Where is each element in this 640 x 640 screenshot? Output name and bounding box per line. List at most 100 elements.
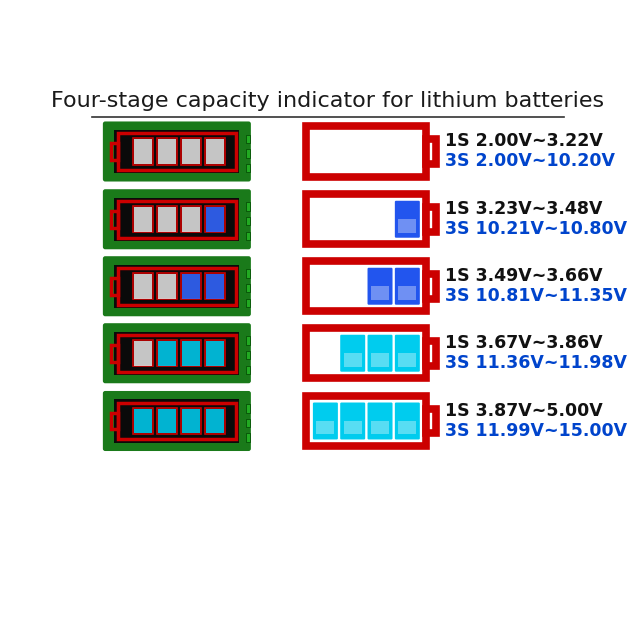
FancyBboxPatch shape bbox=[103, 391, 251, 451]
FancyBboxPatch shape bbox=[367, 403, 392, 440]
Bar bbox=[118, 268, 236, 305]
Bar bbox=[182, 274, 200, 298]
Bar bbox=[157, 138, 177, 164]
Bar bbox=[181, 206, 201, 232]
Bar bbox=[426, 207, 436, 232]
Bar bbox=[398, 286, 417, 300]
Bar bbox=[181, 273, 201, 300]
Bar bbox=[133, 138, 153, 164]
FancyBboxPatch shape bbox=[103, 122, 251, 182]
Bar bbox=[111, 278, 118, 294]
Bar bbox=[307, 396, 426, 446]
Bar bbox=[246, 298, 250, 307]
Bar bbox=[133, 408, 153, 434]
Text: 1S 3.87V~5.00V: 1S 3.87V~5.00V bbox=[445, 402, 603, 420]
Bar bbox=[115, 265, 239, 308]
FancyBboxPatch shape bbox=[367, 335, 392, 372]
Bar bbox=[115, 130, 239, 173]
Text: 1S 3.23V~3.48V: 1S 3.23V~3.48V bbox=[445, 200, 602, 218]
Bar bbox=[157, 408, 177, 434]
Bar bbox=[181, 408, 201, 434]
Bar bbox=[111, 413, 118, 429]
Bar bbox=[246, 419, 250, 427]
Text: Four-stage capacity indicator for lithium batteries: Four-stage capacity indicator for lithiu… bbox=[51, 92, 605, 111]
Bar bbox=[205, 273, 225, 300]
Bar bbox=[246, 164, 250, 172]
FancyBboxPatch shape bbox=[395, 201, 420, 237]
Bar bbox=[133, 273, 153, 300]
Bar bbox=[316, 420, 334, 435]
FancyBboxPatch shape bbox=[395, 268, 420, 305]
Bar bbox=[344, 420, 362, 435]
Text: 3S 2.00V~10.20V: 3S 2.00V~10.20V bbox=[445, 152, 615, 170]
Text: 1S 3.67V~3.86V: 1S 3.67V~3.86V bbox=[445, 334, 603, 352]
Bar bbox=[181, 340, 201, 366]
Bar bbox=[205, 206, 225, 232]
Bar bbox=[371, 353, 389, 367]
Bar bbox=[246, 433, 250, 442]
Bar bbox=[111, 211, 118, 228]
Bar bbox=[182, 409, 200, 433]
Bar bbox=[246, 202, 250, 211]
Bar bbox=[157, 139, 176, 164]
Bar bbox=[205, 340, 225, 366]
Bar bbox=[118, 335, 236, 372]
Bar bbox=[134, 341, 152, 365]
Bar bbox=[111, 345, 118, 362]
Bar bbox=[344, 353, 362, 367]
Bar bbox=[205, 408, 225, 434]
Bar bbox=[182, 341, 200, 365]
Bar bbox=[307, 194, 426, 244]
Bar bbox=[134, 139, 152, 164]
FancyBboxPatch shape bbox=[103, 323, 251, 383]
Bar bbox=[118, 403, 236, 440]
Text: 3S 11.36V~11.98V: 3S 11.36V~11.98V bbox=[445, 354, 627, 372]
FancyBboxPatch shape bbox=[313, 403, 338, 440]
Bar bbox=[157, 409, 176, 433]
FancyBboxPatch shape bbox=[340, 403, 365, 440]
Bar bbox=[246, 217, 250, 225]
Bar bbox=[246, 365, 250, 374]
Bar bbox=[157, 341, 176, 365]
Bar bbox=[426, 274, 436, 298]
Bar bbox=[426, 409, 436, 433]
Bar bbox=[157, 207, 176, 232]
Bar bbox=[206, 274, 225, 298]
Bar bbox=[134, 274, 152, 298]
Bar bbox=[206, 207, 225, 232]
FancyBboxPatch shape bbox=[367, 268, 392, 305]
Bar bbox=[118, 201, 236, 237]
Bar bbox=[205, 138, 225, 164]
Text: 3S 10.21V~10.80V: 3S 10.21V~10.80V bbox=[445, 220, 627, 238]
Bar bbox=[206, 139, 225, 164]
Text: 3S 11.99V~15.00V: 3S 11.99V~15.00V bbox=[445, 422, 627, 440]
Bar bbox=[426, 341, 436, 365]
Bar bbox=[134, 207, 152, 232]
Bar bbox=[206, 341, 225, 365]
Bar bbox=[111, 143, 118, 160]
Text: 1S 2.00V~3.22V: 1S 2.00V~3.22V bbox=[445, 132, 603, 150]
Bar bbox=[426, 139, 436, 164]
Text: 3S 10.81V~11.35V: 3S 10.81V~11.35V bbox=[445, 287, 627, 305]
Bar bbox=[398, 353, 417, 367]
FancyBboxPatch shape bbox=[395, 335, 420, 372]
Bar bbox=[133, 206, 153, 232]
Bar bbox=[246, 336, 250, 345]
FancyBboxPatch shape bbox=[395, 403, 420, 440]
Text: 1S 3.49V~3.66V: 1S 3.49V~3.66V bbox=[445, 268, 603, 285]
Bar bbox=[307, 261, 426, 311]
Bar bbox=[246, 134, 250, 143]
Bar bbox=[157, 340, 177, 366]
Bar bbox=[115, 198, 239, 241]
Bar bbox=[157, 273, 177, 300]
Bar bbox=[246, 351, 250, 360]
FancyBboxPatch shape bbox=[103, 256, 251, 316]
Bar bbox=[157, 274, 176, 298]
Bar bbox=[371, 286, 389, 300]
Bar bbox=[307, 328, 426, 378]
FancyBboxPatch shape bbox=[103, 189, 251, 249]
Bar bbox=[115, 399, 239, 442]
Bar bbox=[246, 232, 250, 240]
Bar bbox=[398, 420, 417, 435]
Bar bbox=[182, 207, 200, 232]
